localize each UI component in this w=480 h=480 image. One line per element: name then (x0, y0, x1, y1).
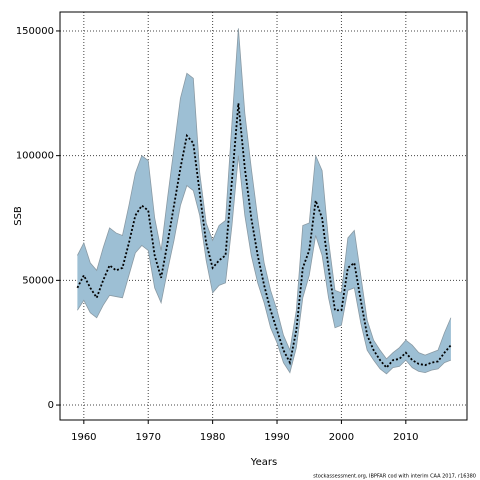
x-tick-label: 1990 (264, 432, 289, 443)
lower-bound (77, 155, 452, 375)
source-note: stockassessment.org, IBPFAR cod with int… (313, 474, 476, 480)
x-tick-label: 1970 (135, 432, 160, 443)
y-axis-label: SSB (13, 206, 24, 226)
confidence-band (77, 28, 451, 374)
y-tick-label: 50000 (22, 275, 54, 286)
upper-bound (77, 28, 452, 360)
x-tick-label: 1980 (200, 432, 225, 443)
y-tick-label: 0 (48, 400, 54, 411)
x-axis-label: Years (250, 457, 277, 468)
plot-frame (59, 11, 468, 421)
x-tick-label: 2000 (329, 432, 354, 443)
x-tick-label: 2010 (393, 432, 418, 443)
y-tick-label: 100000 (16, 151, 54, 162)
y-tick-label: 150000 (16, 26, 54, 37)
x-tick-label: 1960 (71, 432, 96, 443)
